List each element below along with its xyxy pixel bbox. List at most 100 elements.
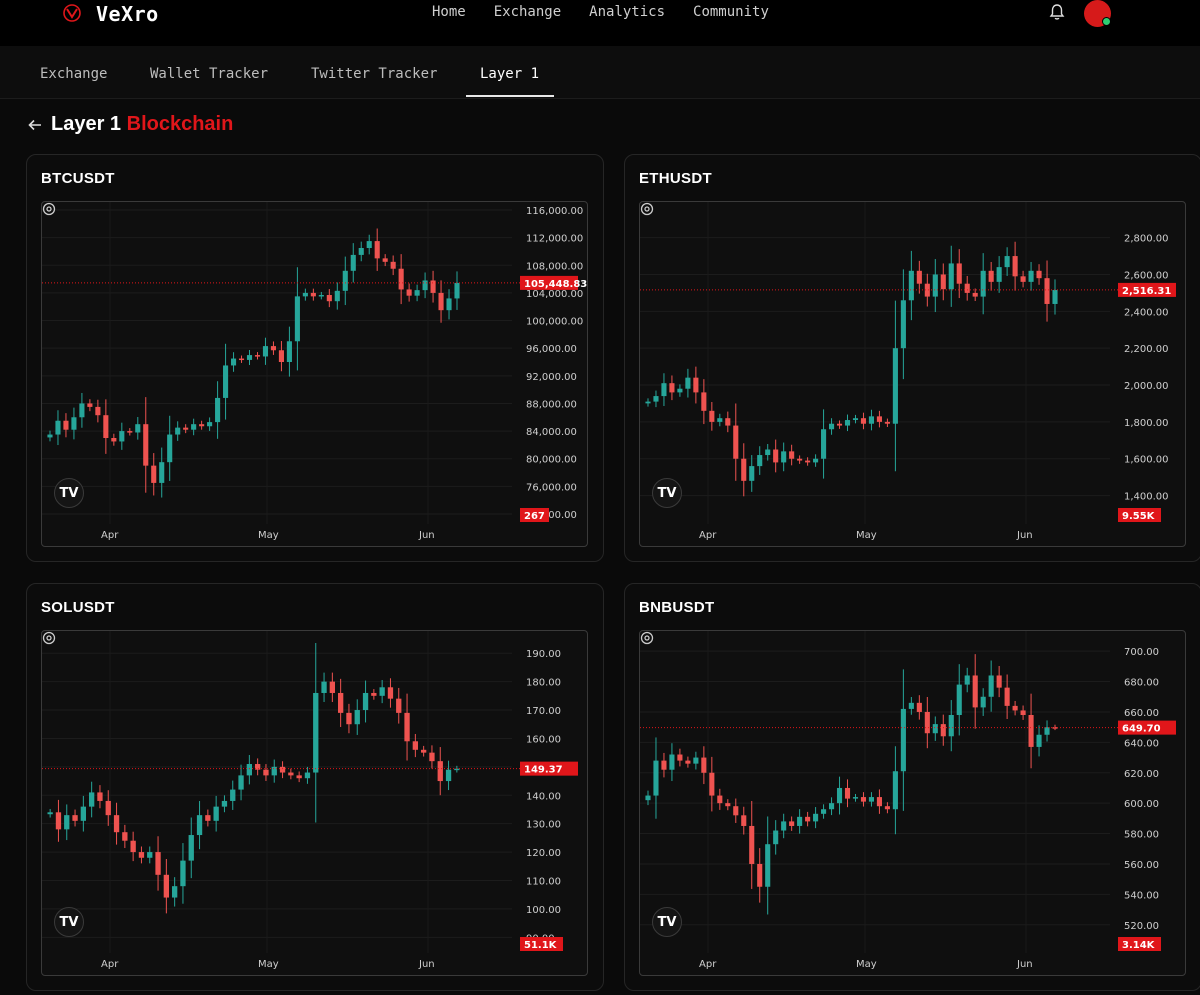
price-chart[interactable]: 2,800.00 2,600.00 2,400.00 2,200.00 2,000.00…	[639, 201, 1186, 547]
gear-icon[interactable]	[640, 631, 654, 645]
candle-body	[844, 787, 851, 799]
candle-body	[868, 797, 875, 802]
candle-body	[288, 772, 294, 776]
candle-body	[836, 423, 843, 426]
candle-body	[47, 434, 53, 438]
candle-body	[420, 749, 427, 753]
candle-body	[362, 692, 369, 711]
candle-body	[404, 712, 410, 742]
last-price-badge	[520, 761, 578, 776]
candle-body	[733, 425, 739, 459]
tab-bar: Exchange Wallet Tracker Twitter Tracker …	[0, 46, 1200, 99]
candle-body	[701, 392, 707, 411]
candle-body	[685, 760, 691, 764]
price-chart[interactable]: 700.00 680.00 660.00 640.00 620.00 600.00 580.…	[639, 630, 1186, 976]
candle-body	[238, 775, 244, 790]
candlestick-chart[interactable]: 190.00180.00170.00160.00150.00140.00130.…	[42, 631, 587, 975]
candle-body	[119, 431, 125, 442]
brand-name[interactable]: VeXro	[96, 2, 159, 26]
candle-body	[113, 815, 120, 833]
candle-body	[932, 724, 938, 734]
y-tick-label: 100.00	[526, 905, 561, 916]
candle-body	[813, 813, 819, 822]
candle-body	[717, 418, 723, 422]
candlestick-chart[interactable]: 116,000.00 112,000.00 108,000.00 104,000.00…	[42, 202, 587, 546]
arrow-left-icon[interactable]	[27, 117, 43, 133]
candle-body	[279, 766, 286, 773]
tab-layer-1[interactable]: Layer 1	[480, 66, 540, 82]
candle-body	[379, 687, 385, 696]
y-tick-label: 160.00	[526, 734, 561, 745]
candle-body	[270, 346, 277, 351]
candle-body	[138, 852, 145, 858]
tab-wallet-tracker[interactable]: Wallet Tracker	[150, 66, 269, 82]
chart-symbol: ETHUSDT	[639, 170, 712, 187]
candle-body	[95, 406, 101, 416]
candle-body	[773, 449, 779, 463]
tradingview-logo-icon[interactable]: TV	[652, 907, 682, 937]
candle-body	[757, 863, 763, 887]
nav-community[interactable]: Community	[693, 4, 769, 20]
online-status-dot	[1102, 17, 1111, 26]
candle-body	[366, 241, 372, 248]
candle-body	[836, 787, 843, 804]
candle-body	[63, 420, 69, 430]
candle-body	[1044, 727, 1050, 735]
y-tick-label: 92,000.00	[526, 372, 577, 383]
candle-body	[163, 874, 170, 898]
y-tick-label: 2,200.00	[1124, 344, 1169, 355]
candle-body	[318, 294, 324, 297]
candle-body	[717, 795, 723, 804]
candle-body	[972, 675, 978, 708]
tradingview-logo-icon[interactable]: TV	[54, 907, 84, 937]
candle-body	[71, 417, 77, 430]
candle-body	[645, 401, 651, 404]
candle-body	[180, 860, 186, 887]
candlestick-chart[interactable]: 2,800.00 2,600.00 2,400.00 2,200.00 2,000.00…	[640, 202, 1185, 546]
y-tick-label: 660.00	[1124, 708, 1159, 719]
gear-icon[interactable]	[42, 631, 56, 645]
candle-body	[828, 803, 835, 810]
candlestick-chart[interactable]: 700.00 680.00 660.00 640.00 620.00 600.00 580.…	[640, 631, 1185, 975]
y-tick-label: 520.00	[1124, 921, 1159, 932]
vexro-logo-icon[interactable]	[62, 4, 82, 22]
candle-body	[223, 365, 229, 398]
tab-exchange[interactable]: Exchange	[40, 66, 108, 82]
price-chart[interactable]: 116,000.00 112,000.00 108,000.00 104,000.00…	[41, 201, 588, 547]
candle-body	[304, 772, 311, 779]
nav-exchange[interactable]: Exchange	[493, 4, 562, 20]
candle-body	[398, 268, 404, 290]
y-tick-label: 2,400.00	[1124, 307, 1169, 318]
candle-body	[741, 458, 747, 481]
candle-body	[207, 422, 213, 427]
candle-body	[191, 424, 197, 430]
y-tick-label: 76,000.00	[526, 482, 577, 493]
y-tick-label: 560.00	[1124, 860, 1159, 871]
candle-body	[956, 684, 962, 715]
candle-body	[429, 752, 435, 762]
candle-body	[254, 355, 261, 357]
candle-body	[797, 458, 803, 461]
candle-body	[188, 835, 194, 861]
chart-card-solusdt: SOLUSDT 190.00180.00170.00160.00150.0014…	[26, 583, 604, 991]
tradingview-logo-icon[interactable]: TV	[652, 478, 682, 508]
nav-analytics[interactable]: Analytics	[589, 4, 666, 20]
chart-symbol: SOLUSDT	[41, 599, 115, 616]
candle-body	[329, 681, 336, 693]
candle-body	[205, 815, 211, 821]
bell-icon[interactable]	[1048, 3, 1066, 21]
candle-body	[64, 815, 70, 830]
candle-body	[876, 797, 882, 807]
user-avatar[interactable]	[1084, 0, 1111, 27]
nav-home[interactable]: Home	[432, 4, 466, 20]
price-chart[interactable]: 190.00180.00170.00160.00150.00140.00130.…	[41, 630, 588, 976]
candle-body	[430, 280, 436, 293]
chart-card-btcusdt: BTCUSDT 116,000.00 112,000.00 108,000.00 10…	[26, 154, 604, 562]
tradingview-logo-icon[interactable]: TV	[54, 478, 84, 508]
x-tick-label: Apr	[699, 959, 717, 970]
candle-body	[382, 258, 388, 262]
volume-label: 51.1K	[524, 940, 558, 951]
tab-twitter-tracker[interactable]: Twitter Tracker	[311, 66, 438, 82]
gear-icon[interactable]	[42, 202, 56, 216]
gear-icon[interactable]	[640, 202, 654, 216]
